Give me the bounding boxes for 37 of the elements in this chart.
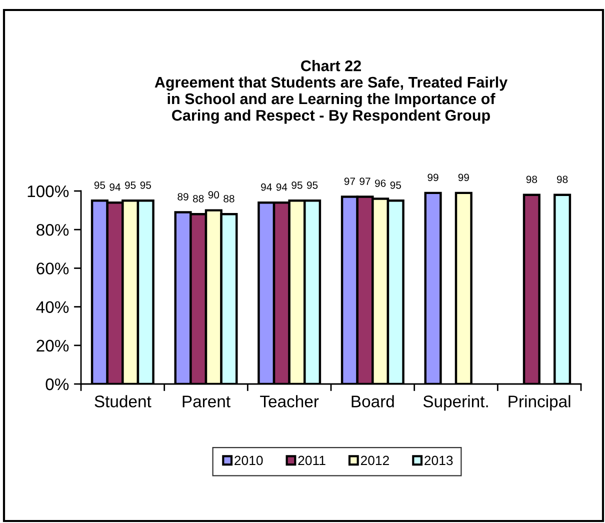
data-label: 88 <box>224 195 234 202</box>
data-label: 99 <box>428 174 438 182</box>
data-label: 95 <box>94 181 106 189</box>
data-label: 88 <box>193 195 204 202</box>
data-label: 95 <box>292 181 302 189</box>
y-tick-label: 60% <box>36 262 69 274</box>
data-label: 90 <box>208 191 220 199</box>
data-label: 95 <box>390 181 401 189</box>
data-label: 89 <box>178 193 188 200</box>
data-label: 97 <box>344 178 355 186</box>
y-tick-label: 100% <box>28 185 69 198</box>
y-tick-label: 20% <box>36 340 69 352</box>
legend-label: 2012 <box>360 456 389 466</box>
y-tick-label: 0% <box>46 378 69 390</box>
x-tick-label: Principal <box>508 395 570 411</box>
data-label: 94 <box>276 183 288 191</box>
data-label: 97 <box>360 178 370 186</box>
x-tick-label: Superint. <box>423 395 488 411</box>
data-label: 94 <box>261 183 272 191</box>
data-label: 95 <box>140 181 151 189</box>
x-tick-label: Student <box>94 395 152 408</box>
data-label: 99 <box>458 174 469 182</box>
chart-title: Chart 22 Agreement that Students are Safe, Treated Fairly in School and are Learning the Importance of Caring and Respect - By Respondent Group <box>154 60 508 124</box>
x-tick-label: Parent <box>182 396 230 408</box>
x-tick-label: Teacher <box>260 395 319 408</box>
data-label: 98 <box>557 176 568 184</box>
data-label: 98 <box>526 176 538 184</box>
data-label: 94 <box>110 183 120 191</box>
legend-label: 2013 <box>424 456 453 466</box>
data-label: 95 <box>125 181 136 189</box>
legend-label: 2011 <box>298 456 326 466</box>
y-tick-label: 40% <box>36 301 69 314</box>
x-tick-label: Board <box>352 395 394 408</box>
data-label: 96 <box>375 180 386 187</box>
y-tick-label: 80% <box>36 224 69 236</box>
legend-label: 2010 <box>234 456 263 466</box>
data-label: 95 <box>307 181 318 189</box>
